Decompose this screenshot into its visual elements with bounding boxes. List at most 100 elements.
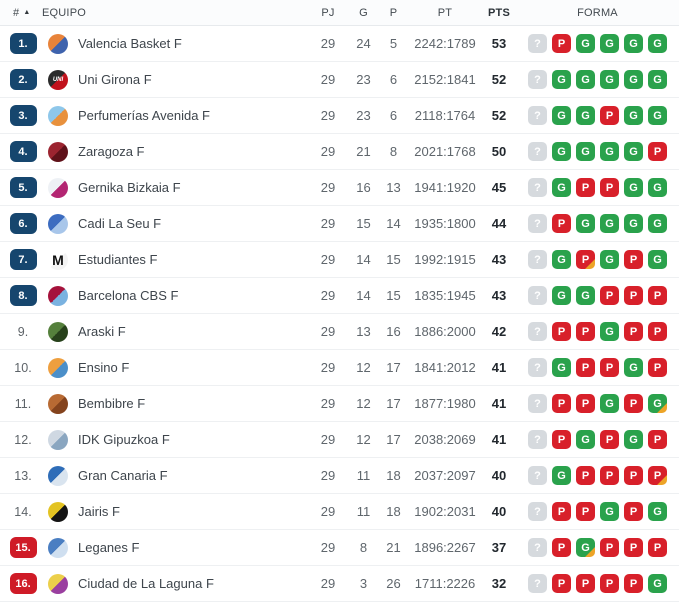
- form-badge-win[interactable]: G: [624, 430, 643, 449]
- form-badge-upcoming[interactable]: ?: [528, 70, 547, 89]
- table-row[interactable]: 2. UNI Uni Girona F 29 23 6 2152:1841 52…: [0, 62, 679, 98]
- form-badge-upcoming[interactable]: ?: [528, 142, 547, 161]
- form-badge-win[interactable]: G: [576, 214, 595, 233]
- form-badge-upcoming[interactable]: ?: [528, 322, 547, 341]
- form-badge-win[interactable]: G: [648, 34, 667, 53]
- form-badge-win[interactable]: G: [600, 142, 619, 161]
- form-badge-win[interactable]: G: [648, 394, 667, 413]
- form-badge-loss[interactable]: P: [600, 574, 619, 593]
- form-badge-loss[interactable]: P: [552, 34, 571, 53]
- form-badge-win[interactable]: G: [648, 214, 667, 233]
- team-name[interactable]: Estudiantes F: [78, 252, 158, 267]
- form-badge-win[interactable]: G: [552, 250, 571, 269]
- table-row[interactable]: 9. Araski F 29 13 16 1886:2000 42 ? P P G P P: [0, 314, 679, 350]
- form-badge-win[interactable]: G: [576, 70, 595, 89]
- form-badge-loss[interactable]: P: [552, 574, 571, 593]
- form-badge-loss[interactable]: P: [624, 286, 643, 305]
- form-badge-win[interactable]: G: [600, 250, 619, 269]
- form-badge-win[interactable]: G: [624, 178, 643, 197]
- form-badge-upcoming[interactable]: ?: [528, 358, 547, 377]
- form-badge-loss[interactable]: P: [600, 538, 619, 557]
- form-badge-win[interactable]: G: [648, 574, 667, 593]
- form-badge-loss[interactable]: P: [624, 574, 643, 593]
- team-name[interactable]: Perfumerías Avenida F: [78, 108, 210, 123]
- table-row[interactable]: 10. Ensino F 29 12 17 1841:2012 41 ? G P P G…: [0, 350, 679, 386]
- form-badge-upcoming[interactable]: ?: [528, 430, 547, 449]
- form-badge-loss[interactable]: P: [576, 322, 595, 341]
- form-badge-upcoming[interactable]: ?: [528, 214, 547, 233]
- form-badge-win[interactable]: G: [600, 502, 619, 521]
- form-badge-loss[interactable]: P: [600, 430, 619, 449]
- form-badge-loss[interactable]: P: [624, 466, 643, 485]
- table-row[interactable]: 6. Cadi La Seu F 29 15 14 1935:1800 44 ?…: [0, 206, 679, 242]
- form-badge-upcoming[interactable]: ?: [528, 34, 547, 53]
- form-badge-upcoming[interactable]: ?: [528, 286, 547, 305]
- form-badge-upcoming[interactable]: ?: [528, 538, 547, 557]
- table-row[interactable]: 4. Zaragoza F 29 21 8 2021:1768 50 ? G G G G…: [0, 134, 679, 170]
- form-badge-loss[interactable]: P: [624, 322, 643, 341]
- form-badge-upcoming[interactable]: ?: [528, 574, 547, 593]
- form-badge-win[interactable]: G: [576, 286, 595, 305]
- form-badge-win[interactable]: G: [624, 34, 643, 53]
- form-badge-win[interactable]: G: [600, 214, 619, 233]
- team-name[interactable]: Ensino F: [78, 360, 130, 375]
- form-badge-loss[interactable]: P: [624, 538, 643, 557]
- form-badge-win[interactable]: G: [576, 106, 595, 125]
- form-badge-loss[interactable]: P: [648, 142, 667, 161]
- form-badge-loss[interactable]: P: [648, 466, 667, 485]
- form-badge-loss[interactable]: P: [576, 574, 595, 593]
- header-rank-sort[interactable]: # ▲: [13, 7, 42, 19]
- form-badge-loss[interactable]: P: [576, 394, 595, 413]
- table-row[interactable]: 1. Valencia Basket F 29 24 5 2242:1789 5…: [0, 26, 679, 62]
- form-badge-win[interactable]: G: [576, 430, 595, 449]
- form-badge-loss[interactable]: P: [648, 358, 667, 377]
- form-badge-win[interactable]: G: [624, 142, 643, 161]
- form-badge-loss[interactable]: P: [600, 286, 619, 305]
- team-name[interactable]: Barcelona CBS F: [78, 288, 179, 303]
- form-badge-win[interactable]: G: [624, 214, 643, 233]
- form-badge-loss[interactable]: P: [648, 430, 667, 449]
- form-badge-win[interactable]: G: [648, 250, 667, 269]
- team-name[interactable]: Gernika Bizkaia F: [78, 180, 181, 195]
- table-row[interactable]: 14. Jairis F 29 11 18 1902:2031 40 ? P P G P…: [0, 494, 679, 530]
- form-badge-loss[interactable]: P: [648, 286, 667, 305]
- table-row[interactable]: 16. Ciudad de La Laguna F 29 3 26 1711:2…: [0, 566, 679, 602]
- form-badge-win[interactable]: G: [648, 106, 667, 125]
- team-name[interactable]: Uni Girona F: [78, 72, 152, 87]
- form-badge-win[interactable]: G: [552, 286, 571, 305]
- form-badge-loss[interactable]: P: [552, 214, 571, 233]
- form-badge-win[interactable]: G: [624, 106, 643, 125]
- table-row[interactable]: 11. Bembibre F 29 12 17 1877:1980 41 ? P P…: [0, 386, 679, 422]
- team-name[interactable]: Valencia Basket F: [78, 36, 182, 51]
- table-row[interactable]: 12. IDK Gipuzkoa F 29 12 17 2038:2069 41…: [0, 422, 679, 458]
- form-badge-win[interactable]: G: [552, 178, 571, 197]
- form-badge-loss[interactable]: P: [600, 106, 619, 125]
- form-badge-loss[interactable]: P: [576, 358, 595, 377]
- form-badge-loss[interactable]: P: [576, 250, 595, 269]
- form-badge-loss[interactable]: P: [624, 250, 643, 269]
- form-badge-upcoming[interactable]: ?: [528, 502, 547, 521]
- form-badge-win[interactable]: G: [576, 142, 595, 161]
- form-badge-win[interactable]: G: [576, 34, 595, 53]
- form-badge-win[interactable]: G: [600, 34, 619, 53]
- form-badge-win[interactable]: G: [624, 70, 643, 89]
- form-badge-win[interactable]: G: [552, 358, 571, 377]
- team-name[interactable]: Ciudad de La Laguna F: [78, 576, 214, 591]
- form-badge-loss[interactable]: P: [600, 358, 619, 377]
- form-badge-win[interactable]: G: [552, 466, 571, 485]
- form-badge-loss[interactable]: P: [624, 502, 643, 521]
- form-badge-win[interactable]: G: [600, 394, 619, 413]
- form-badge-win[interactable]: G: [552, 106, 571, 125]
- team-name[interactable]: Zaragoza F: [78, 144, 145, 159]
- form-badge-win[interactable]: G: [648, 502, 667, 521]
- form-badge-upcoming[interactable]: ?: [528, 178, 547, 197]
- team-name[interactable]: Araski F: [78, 324, 126, 339]
- team-name[interactable]: Leganes F: [78, 540, 140, 555]
- form-badge-upcoming[interactable]: ?: [528, 106, 547, 125]
- form-badge-loss[interactable]: P: [600, 178, 619, 197]
- form-badge-loss[interactable]: P: [648, 322, 667, 341]
- form-badge-loss[interactable]: P: [576, 502, 595, 521]
- team-name[interactable]: Gran Canaria F: [78, 468, 168, 483]
- table-row[interactable]: 8. Barcelona CBS F 29 14 15 1835:1945 43…: [0, 278, 679, 314]
- table-row[interactable]: 5. Gernika Bizkaia F 29 16 13 1941:1920 …: [0, 170, 679, 206]
